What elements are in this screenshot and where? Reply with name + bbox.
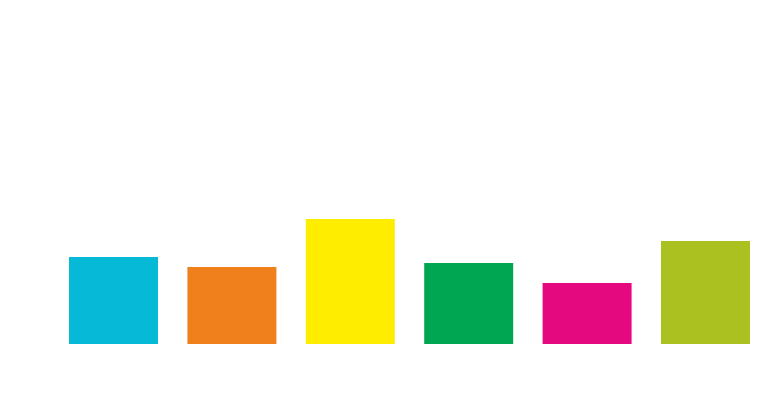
bar-1 bbox=[69, 257, 158, 344]
bar-2 bbox=[187, 267, 277, 344]
bar-6 bbox=[661, 241, 750, 344]
bar-3 bbox=[305, 219, 395, 344]
bar-4 bbox=[424, 263, 514, 344]
bar-5 bbox=[542, 283, 632, 344]
